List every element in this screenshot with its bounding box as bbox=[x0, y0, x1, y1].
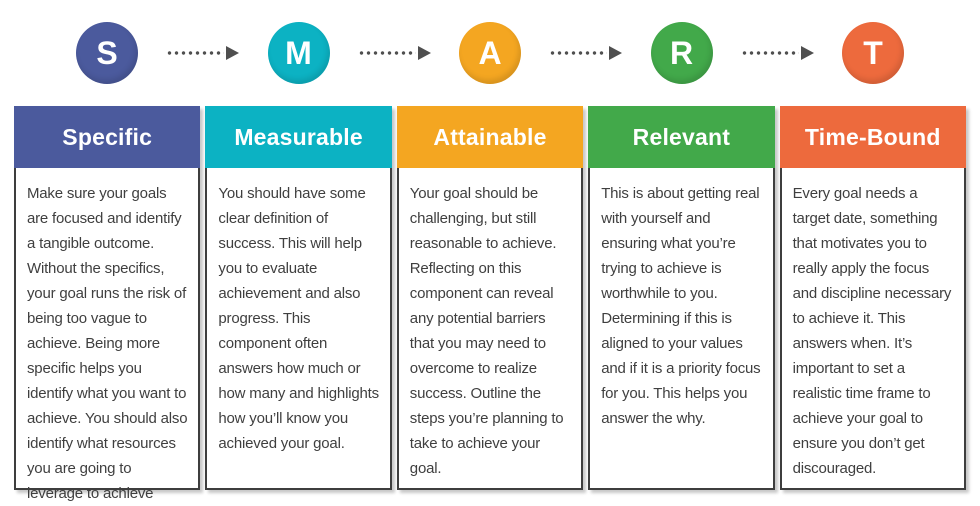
dotted-arrow-icon bbox=[330, 22, 460, 84]
column-header-specific: Specific bbox=[14, 106, 201, 168]
content-area: S M A R T Specific bbox=[14, 0, 966, 502]
dotted-arrow-icon bbox=[138, 22, 268, 84]
column-header-attainable: Attainable bbox=[396, 106, 584, 168]
column-description: Make sure your goals are focused and ide… bbox=[27, 185, 188, 502]
column-attainable: Attainable Your goal should be challengi… bbox=[396, 106, 584, 490]
column-body-specific: Make sure your goals are focused and ide… bbox=[14, 168, 201, 502]
column-header-time-bound: Time-Bound bbox=[779, 106, 966, 168]
column-body-relevant: This is about getting real with yourself… bbox=[588, 168, 775, 490]
column-description: Every goal needs a target date, somethin… bbox=[792, 185, 952, 477]
column-measurable: Measurable You should have some clear de… bbox=[205, 106, 392, 490]
arrow-head-icon bbox=[417, 46, 431, 60]
column-header-measurable: Measurable bbox=[205, 106, 392, 168]
smart-table: Specific Make sure your goals are focuse… bbox=[14, 106, 966, 502]
letter-circle-a: A bbox=[459, 22, 521, 84]
column-description: Your goal should be challenging, but sti… bbox=[409, 185, 564, 477]
column-relevant: Relevant This is about getting real with… bbox=[588, 106, 775, 490]
column-header-relevant: Relevant bbox=[588, 106, 775, 168]
letter-circle-m: M bbox=[267, 22, 330, 84]
column-specific: Specific Make sure your goals are focuse… bbox=[14, 106, 201, 502]
column-description: You should have some clear definition of… bbox=[218, 185, 379, 452]
column-description: This is about getting real with yourself… bbox=[601, 185, 761, 427]
arrow-head-icon bbox=[800, 46, 814, 60]
letter-circle-r: R bbox=[650, 22, 713, 84]
column-body-attainable: Your goal should be challenging, but sti… bbox=[396, 168, 584, 490]
arrow-head-icon bbox=[609, 46, 623, 60]
arrow-dots bbox=[740, 51, 799, 55]
column-body-measurable: You should have some clear definition of… bbox=[205, 168, 392, 490]
arrow-dots bbox=[357, 51, 416, 55]
arrow-dots bbox=[549, 51, 608, 55]
column-body-time-bound: Every goal needs a target date, somethin… bbox=[779, 168, 966, 490]
smart-acronym-row: S M A R T bbox=[14, 0, 966, 106]
letter-circle-s: S bbox=[76, 22, 138, 84]
dotted-arrow-icon bbox=[713, 22, 843, 84]
arrow-dots bbox=[166, 51, 225, 55]
arrow-head-icon bbox=[226, 46, 240, 60]
column-time-bound: Time-Bound Every goal needs a target dat… bbox=[779, 106, 966, 490]
dotted-arrow-icon bbox=[521, 22, 651, 84]
letter-circle-t: T bbox=[842, 22, 904, 84]
